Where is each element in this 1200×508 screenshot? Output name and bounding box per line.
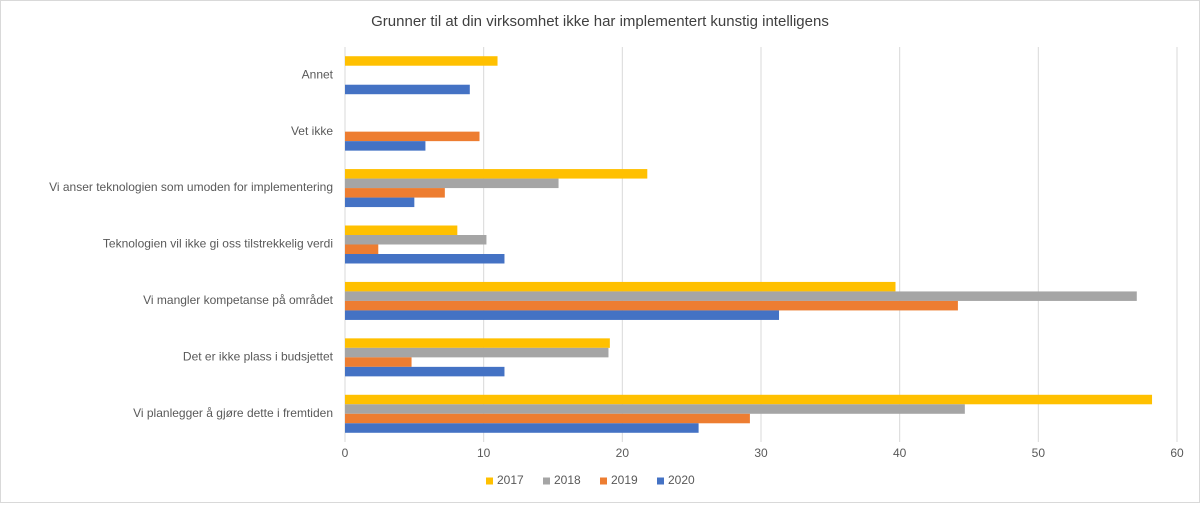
legend-swatch xyxy=(657,477,664,485)
bar xyxy=(345,225,458,235)
bar xyxy=(345,197,415,208)
bar xyxy=(345,131,480,142)
bar xyxy=(345,291,1137,301)
bar xyxy=(345,141,426,151)
y-tick-label: Vet ikke xyxy=(291,124,333,138)
legend-swatch xyxy=(486,477,493,485)
bar xyxy=(345,254,505,264)
bar xyxy=(345,338,610,348)
bar xyxy=(345,413,750,424)
bar xyxy=(345,366,505,377)
bar xyxy=(345,178,559,189)
y-tick-label: Vi anser teknologien som umoden for impl… xyxy=(49,180,333,194)
legend-label: 2018 xyxy=(554,473,581,487)
bar xyxy=(345,300,958,311)
bar xyxy=(345,281,896,292)
legend-label: 2017 xyxy=(497,473,524,487)
legend-swatch xyxy=(600,477,607,485)
y-tick-label: Det er ikke plass i budsjettet xyxy=(183,350,334,364)
x-tick-label: 10 xyxy=(477,446,491,460)
bar xyxy=(345,169,648,179)
y-tick-label: Vi planlegger å gjøre dette i fremtiden xyxy=(133,406,333,420)
y-tick-label: Vi mangler kompetanse på området xyxy=(143,293,334,307)
x-tick-label: 0 xyxy=(342,446,349,460)
bar xyxy=(345,244,379,254)
x-tick-label: 60 xyxy=(1170,446,1184,460)
bar xyxy=(345,235,487,245)
x-tick-label: 50 xyxy=(1032,446,1046,460)
legend-swatch xyxy=(543,477,550,485)
y-tick-label: Annet xyxy=(302,67,334,81)
bar xyxy=(345,347,609,358)
y-tick-label: Teknologien vil ikke gi oss tilstrekkeli… xyxy=(103,237,333,251)
x-tick-label: 40 xyxy=(893,446,907,460)
bar xyxy=(345,394,1153,405)
legend-label: 2020 xyxy=(668,473,695,487)
bar xyxy=(345,188,445,198)
bar xyxy=(345,357,412,367)
chart-title: Grunner til at din virksomhet ikke har i… xyxy=(371,13,829,30)
legend-label: 2019 xyxy=(611,473,638,487)
bar xyxy=(345,56,498,66)
bar xyxy=(345,310,780,320)
bar xyxy=(345,423,699,433)
bar xyxy=(345,84,470,95)
x-tick-label: 30 xyxy=(754,446,768,460)
bar xyxy=(345,404,965,414)
x-tick-label: 20 xyxy=(616,446,630,460)
